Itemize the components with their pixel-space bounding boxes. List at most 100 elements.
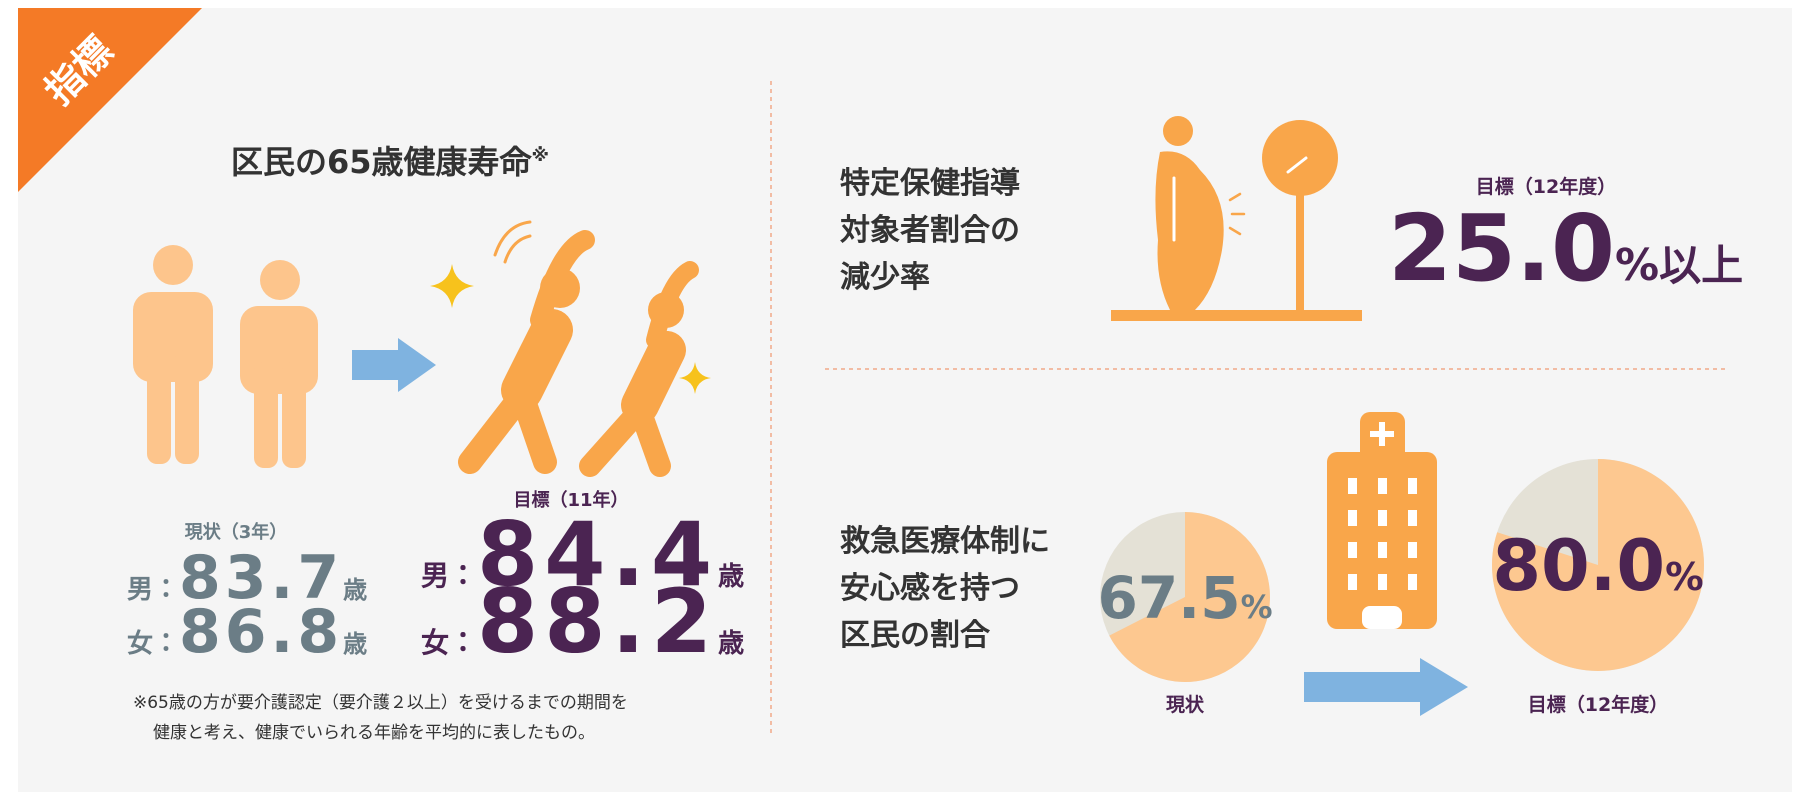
guidance-line: 減少率 — [840, 260, 930, 295]
torso — [501, 309, 573, 411]
pie-caption: 現状 — [1166, 693, 1205, 716]
emergency-line: 区民の割合 — [840, 618, 991, 653]
unit: 歳 — [343, 630, 367, 658]
head — [540, 268, 580, 308]
unit: 歳 — [718, 562, 744, 592]
pies: 67.5% 現状 80.0% 目標（12年度） — [1097, 459, 1704, 716]
pie-slice — [1109, 512, 1270, 682]
sparkle — [679, 362, 711, 394]
sep: ： — [153, 575, 179, 605]
leg — [147, 350, 171, 464]
window — [1348, 510, 1357, 526]
head — [1163, 116, 1193, 146]
leg — [282, 362, 306, 468]
window — [1408, 542, 1417, 558]
torso — [240, 306, 318, 394]
head — [648, 292, 684, 328]
value: 25.0 — [1388, 195, 1615, 302]
scale-figure — [1111, 116, 1362, 321]
footnote: 健康と考え、健康でいられる年齢を平均的に表したもの。 — [153, 723, 595, 743]
badge-triangle — [18, 8, 202, 192]
window — [1408, 478, 1417, 494]
head — [153, 245, 193, 285]
dial — [1262, 120, 1338, 196]
window — [1348, 478, 1357, 494]
value: 67.5 — [1097, 564, 1240, 632]
window — [1408, 510, 1417, 526]
sep: ： — [449, 626, 477, 659]
legs — [458, 383, 557, 474]
torso — [621, 331, 686, 424]
window — [1348, 542, 1357, 558]
arrow — [352, 338, 436, 392]
leg — [175, 350, 199, 464]
motion-lines — [1228, 192, 1246, 236]
title-mark: ※ — [532, 145, 550, 166]
unit: 歳 — [718, 629, 744, 659]
target-row: 男：84.4歳 — [421, 503, 744, 606]
title: 区民の65歳健康寿命 — [231, 143, 533, 181]
pie-label: 80.0% — [1492, 525, 1703, 607]
lifespan-title: 区民の65歳健康寿命※ — [231, 143, 549, 181]
window — [1408, 574, 1417, 590]
emergency-line: 安心感を持つ — [840, 571, 1020, 606]
value: 88.2 — [477, 570, 718, 673]
value: 86.8 — [179, 597, 343, 667]
guidance-line: 対象者割合の — [840, 213, 1020, 248]
guidance-target-label: 目標（12年度） — [1476, 175, 1616, 198]
unit: 歳 — [343, 576, 367, 604]
sex: 男 — [421, 559, 449, 592]
unit: % — [1241, 588, 1273, 626]
windows — [1348, 478, 1417, 590]
current-row: 男：83.7歳 — [127, 543, 367, 613]
window — [1378, 574, 1387, 590]
pie-label: 67.5% — [1097, 564, 1272, 632]
sex: 男 — [127, 575, 153, 605]
sex: 女 — [421, 626, 449, 659]
persons-target — [458, 220, 699, 477]
arm — [530, 230, 595, 330]
motion-lines — [493, 220, 532, 264]
pie-slice — [1491, 459, 1704, 671]
arm — [646, 261, 699, 349]
suffix: 以上 — [1659, 241, 1743, 290]
footnote: ※65歳の方が要介護認定（要介護２以上）を受けるまでの期間を — [133, 693, 628, 713]
window — [1378, 542, 1387, 558]
window — [1348, 574, 1357, 590]
emergency-line: 救急医療体制に — [840, 524, 1050, 559]
persons-current — [133, 245, 318, 468]
torso — [133, 292, 213, 382]
window — [1378, 510, 1387, 526]
target-row: 女：88.2歳 — [421, 570, 744, 673]
leg — [254, 362, 278, 468]
value: 80.0 — [1492, 525, 1665, 607]
dial-needle — [1286, 156, 1308, 174]
current-label: 現状（3年） — [185, 521, 288, 543]
cross — [1370, 422, 1394, 446]
target-label: 目標（11年） — [513, 489, 628, 511]
head — [260, 260, 300, 300]
unit: % — [1665, 555, 1704, 600]
value: 83.7 — [179, 543, 343, 613]
ground — [1111, 310, 1362, 321]
legs — [579, 399, 671, 477]
sep: ： — [153, 629, 179, 659]
unit: % — [1615, 240, 1659, 291]
arrow — [1304, 658, 1468, 716]
window — [1378, 478, 1387, 494]
value: 84.4 — [477, 503, 718, 606]
guidance-value: 25.0%以上 — [1388, 195, 1743, 302]
panel — [18, 8, 1792, 792]
sparkle — [430, 264, 474, 308]
sep: ： — [449, 559, 477, 592]
body — [1155, 151, 1224, 310]
pie-caption: 目標（12年度） — [1528, 693, 1668, 716]
guidance-line: 特定保健指導 — [840, 166, 1020, 201]
sex: 女 — [127, 629, 153, 659]
hospital — [1327, 412, 1437, 629]
pole — [1296, 160, 1304, 315]
door — [1362, 606, 1402, 629]
current-row: 女：86.8歳 — [127, 597, 367, 667]
